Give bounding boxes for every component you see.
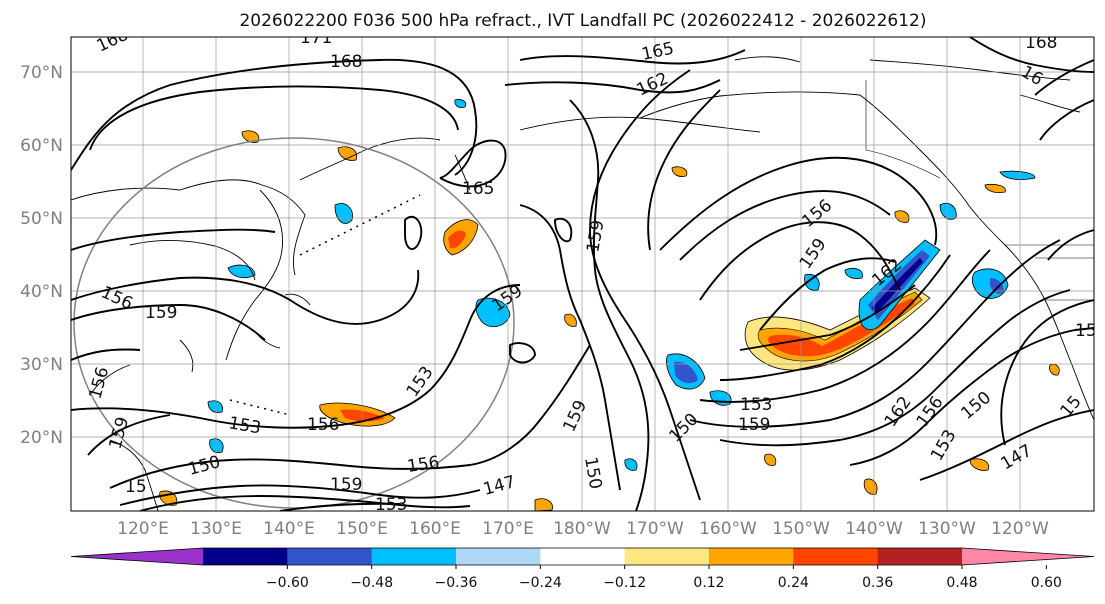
colorbar-tick-label: −0.36: [435, 575, 478, 591]
positive-shading-max: [767, 298, 915, 357]
contour-label: 159: [145, 303, 177, 323]
colorbar-segment: [624, 548, 710, 565]
colorbar-extend-max: [962, 548, 1094, 565]
colorbar-extend-min: [71, 548, 203, 565]
lon-label: 120°E: [117, 519, 169, 539]
colorbar-tick-label: 0.24: [778, 575, 809, 591]
contour-labels: 168 171 168 165 162 168 16 165 159 156 1…: [86, 28, 1097, 515]
lat-label: 70°N: [20, 63, 63, 83]
lon-label: 150°E: [336, 519, 388, 539]
colorbar: −0.60 −0.48 −0.36 −0.24 −0.12 0.12 0.24 0.36 0.4…: [70, 547, 1095, 591]
negative-shading-area: [475, 297, 511, 328]
lat-label: 20°N: [20, 428, 63, 448]
colorbar-tick-label: −0.24: [519, 575, 562, 591]
gridlines: [71, 37, 1094, 511]
contour-label: 156: [406, 453, 441, 477]
lon-label: 150°W: [772, 519, 830, 539]
colorbar-segment: [287, 548, 373, 565]
colorbar-outline: [70, 547, 1095, 566]
refractivity-contours: [71, 37, 1094, 511]
colorbar-tick-label: 0.60: [1031, 575, 1062, 591]
contour-label: 159: [738, 415, 770, 435]
colorbar-segment: [793, 548, 879, 565]
lon-label: 160°W: [699, 519, 757, 539]
contour-label: 153: [740, 395, 772, 415]
lon-label: 140°E: [263, 519, 315, 539]
colorbar-segment: [203, 548, 288, 565]
map-title: 2026022200 F036 500 hPa refract., IVT La…: [239, 11, 926, 31]
colorbar-segment: [877, 548, 963, 565]
lat-label: 40°N: [20, 282, 63, 302]
lon-label: 120°W: [991, 519, 1049, 539]
contour-label: 168: [1025, 33, 1057, 53]
colorbar-tick-label: −0.12: [603, 575, 646, 591]
colorbar-tick-label: 0.36: [862, 575, 893, 591]
lon-label: 180°W: [553, 519, 611, 539]
island-chain: [229, 194, 421, 416]
colorbar-segment: [540, 548, 626, 565]
lat-label: 50°N: [20, 209, 63, 229]
lon-label: 140°W: [845, 519, 903, 539]
contour-label: 156: [307, 415, 339, 435]
lon-label: 130°E: [190, 519, 242, 539]
colorbar-segment: [371, 548, 457, 565]
colorbar-tick-label: −0.48: [350, 575, 393, 591]
colorbar-segment: [709, 548, 794, 565]
colorbar-tick-label: 0.12: [693, 575, 724, 591]
contour-label: 165: [462, 179, 494, 199]
contour-label: 159: [330, 475, 362, 495]
contour-label: 153: [375, 495, 407, 515]
lon-label: 170°E: [482, 519, 534, 539]
lon-label: 170°W: [626, 519, 684, 539]
negative-shading-area: [334, 203, 353, 224]
lon-label: 130°W: [918, 519, 976, 539]
range-ring: [73, 137, 515, 509]
lon-label: 160°E: [409, 519, 461, 539]
contour-label: 171: [300, 28, 332, 48]
map-frame: [70, 36, 1095, 512]
colorbar-tick-label: 0.48: [946, 575, 977, 591]
contour-label: 168: [330, 52, 362, 72]
colorbar-segment: [456, 548, 541, 565]
contour-label: 15: [1075, 321, 1097, 341]
contour-label: 15: [125, 477, 147, 497]
map-area: 168 171 168 165 162 168 16 165 159 156 1…: [71, 28, 1097, 515]
lat-label: 30°N: [20, 355, 63, 375]
colorbar-tick-label: −0.60: [266, 575, 309, 591]
longitude-labels: 120°E 130°E 140°E 150°E 160°E 170°E 180°…: [117, 519, 1049, 539]
lat-label: 60°N: [20, 136, 63, 156]
latitude-labels: 70°N 60°N 50°N 40°N 30°N 20°N: [20, 63, 63, 448]
